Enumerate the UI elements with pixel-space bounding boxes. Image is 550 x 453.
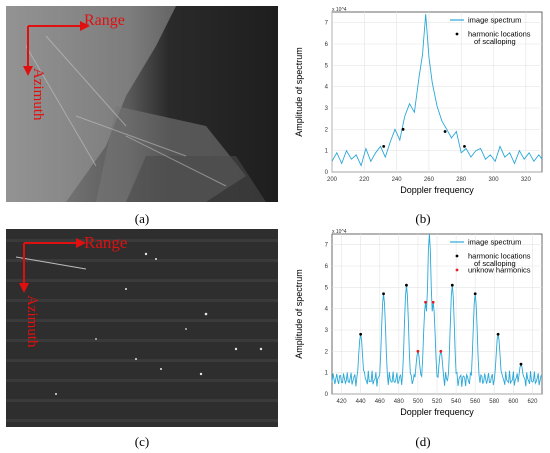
- spectrum-line: [331, 14, 543, 167]
- chart-b: 200 220 240 260 280 300 320 0 1 2 3 4 5 6 7 x 10^4 Doppl…: [294, 7, 543, 195]
- y-tick-label: 3: [325, 328, 329, 334]
- x-tick-label: 200: [327, 177, 338, 183]
- y-tick-label: 5: [325, 285, 329, 291]
- axis-arrows-a: [23, 21, 90, 76]
- unknown-harmonic-marker: [431, 300, 435, 304]
- sar-image-a: Range Azimuth: [6, 6, 278, 202]
- caption-b: (b): [415, 211, 431, 226]
- y-tick-label: 2: [325, 127, 329, 133]
- caption-d: (d): [415, 434, 431, 449]
- y-exponent: x 10^4: [332, 7, 347, 13]
- x-tick-label: 280: [456, 177, 467, 183]
- scalloping-marker: [450, 283, 454, 287]
- y-tick-label: 6: [325, 42, 329, 48]
- legend-entry: harmonic locations: [468, 30, 531, 39]
- y-tick-label: 0: [325, 170, 329, 176]
- y-tick-label: 7: [325, 21, 329, 27]
- legend-swatch-marker: [455, 254, 459, 258]
- y-tick-label: 1: [325, 371, 329, 377]
- scalloping-marker: [382, 292, 385, 296]
- y-tick-label: 0: [325, 392, 329, 398]
- scalloping-marker: [473, 292, 477, 296]
- range-label-a: Range: [84, 12, 125, 29]
- x-tick-label: 320: [521, 177, 532, 183]
- sar-texture-a: [6, 6, 278, 202]
- legend-swatch-marker: [455, 268, 459, 272]
- scalloping-marker: [463, 145, 466, 148]
- y-tick-label: 3: [325, 106, 329, 112]
- range-label-c: Range: [84, 233, 128, 252]
- x-tick-label: 300: [489, 177, 500, 183]
- y-tick-label: 1: [325, 149, 329, 155]
- legend-entry: unknow harmonics: [468, 266, 531, 275]
- y-tick-label: 7: [325, 243, 329, 249]
- scalloping-marker: [496, 332, 500, 336]
- x-tick-label: 480: [394, 399, 405, 405]
- scalloping-marker: [401, 127, 405, 131]
- scalloping-marker: [359, 332, 363, 336]
- x-tick-label: 460: [375, 399, 386, 405]
- azimuth-label-a: Azimuth: [30, 68, 46, 121]
- x-tick-label: 260: [424, 177, 435, 183]
- y-tick-label: 6: [325, 264, 329, 270]
- sar-image-c: Range Azimuth: [6, 229, 278, 427]
- y-tick-label: 5: [325, 63, 329, 69]
- x-tick-label: 440: [356, 399, 367, 405]
- x-axis-label: Doppler frequency: [400, 407, 474, 417]
- caption-a: (a): [134, 211, 150, 226]
- x-tick-label: 580: [489, 399, 500, 405]
- scalloping-marker: [382, 145, 386, 148]
- sar-texture-c: [6, 239, 278, 422]
- x-tick-label: 560: [470, 399, 481, 405]
- x-tick-label: 540: [451, 399, 462, 405]
- x-tick-label: 620: [527, 399, 538, 405]
- x-tick-label: 520: [432, 399, 443, 405]
- spectrum-line: [331, 233, 543, 387]
- y-tick-label: 4: [325, 307, 329, 313]
- x-tick-label: 240: [392, 177, 403, 183]
- x-tick-label: 220: [359, 177, 370, 183]
- legend-entry-2: of scalloping: [474, 259, 516, 268]
- legend-entry: image spectrum: [468, 238, 521, 247]
- legend-entry-2: of scalloping: [474, 37, 516, 46]
- y-axis-label: Amplitude of spectrum: [294, 47, 304, 137]
- unknown-harmonic-marker: [439, 349, 443, 353]
- y-axis-label: Amplitude of spectrum: [294, 269, 304, 359]
- legend-swatch-marker: [455, 32, 459, 36]
- y-tick-label: 2: [325, 349, 329, 355]
- x-axis-label: Doppler frequency: [400, 185, 474, 195]
- legend-entry: image spectrum: [468, 16, 521, 25]
- scalloping-marker: [519, 362, 523, 366]
- x-tick-label: 500: [413, 399, 424, 405]
- chart-d: 420 440 460 480 500 520 540 560 580 600 620 0 1 2 3 4 5 6…: [294, 229, 543, 417]
- legend-entry: harmonic locations: [468, 252, 531, 261]
- unknown-harmonic-marker: [416, 349, 420, 353]
- unknown-harmonic-marker: [424, 300, 427, 304]
- x-tick-label: 600: [508, 399, 519, 405]
- y-tick-label: 4: [325, 85, 329, 91]
- plot-frame: [331, 11, 543, 173]
- scalloping-marker: [405, 283, 408, 287]
- caption-c: (c): [134, 434, 150, 449]
- x-tick-label: 420: [337, 399, 348, 405]
- axis-arrows-c: [19, 238, 86, 293]
- scalloping-marker: [443, 130, 447, 133]
- azimuth-label-c: Azimuth: [24, 295, 40, 348]
- y-exponent: x 10^4: [332, 229, 347, 235]
